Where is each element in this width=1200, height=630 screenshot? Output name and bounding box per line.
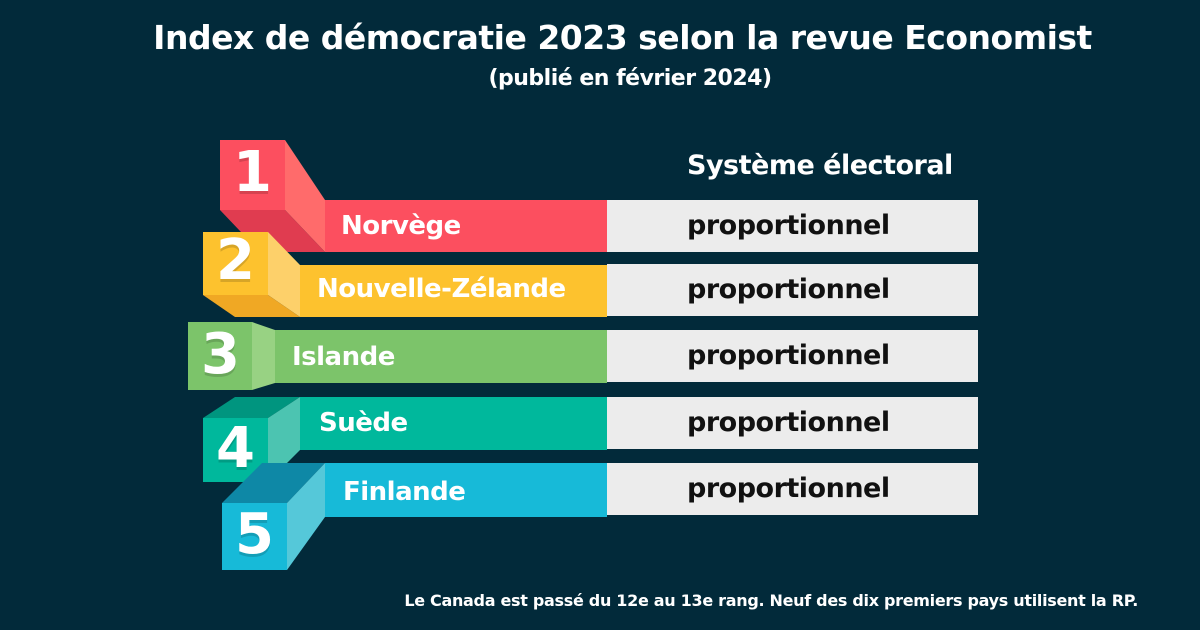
system-value: proportionnel [687, 473, 890, 504]
footnote: Le Canada est passé du 12e au 13e rang. … [404, 591, 1138, 610]
page-title: Index de démocratie 2023 selon la revue … [153, 18, 1092, 57]
rank-number-5: 5 [235, 502, 274, 567]
country-label-4: Suède [319, 408, 408, 438]
rank-2-block [203, 232, 607, 317]
country-label-3: Islande [292, 342, 395, 372]
system-value: proportionnel [687, 407, 890, 438]
system-value: proportionnel [687, 340, 890, 371]
country-label-2: Nouvelle-Zélande [317, 274, 566, 304]
system-value: proportionnel [687, 274, 890, 305]
rank-1-block [220, 140, 607, 252]
country-label-5: Finlande [343, 477, 466, 507]
system-cell-2: proportionnel [607, 264, 978, 316]
page-subtitle: (publié en février 2024) [488, 66, 772, 91]
rank-4-block [203, 397, 607, 482]
rank-number-2: 2 [216, 228, 255, 293]
rank-number-1: 1 [233, 140, 272, 205]
system-cell-4: proportionnel [607, 397, 978, 449]
system-cell-5: proportionnel [607, 463, 978, 515]
rank-5-block [222, 463, 607, 570]
system-cell-3: proportionnel [607, 330, 978, 382]
rank-number-3: 3 [201, 322, 240, 387]
system-cell-1: proportionnel [607, 200, 978, 252]
system-value: proportionnel [687, 210, 890, 241]
country-label-1: Norvège [341, 211, 461, 241]
column-header-electoral-system: Système électoral [687, 150, 953, 181]
rank-3-block [188, 322, 607, 390]
rank-number-4: 4 [216, 416, 255, 481]
